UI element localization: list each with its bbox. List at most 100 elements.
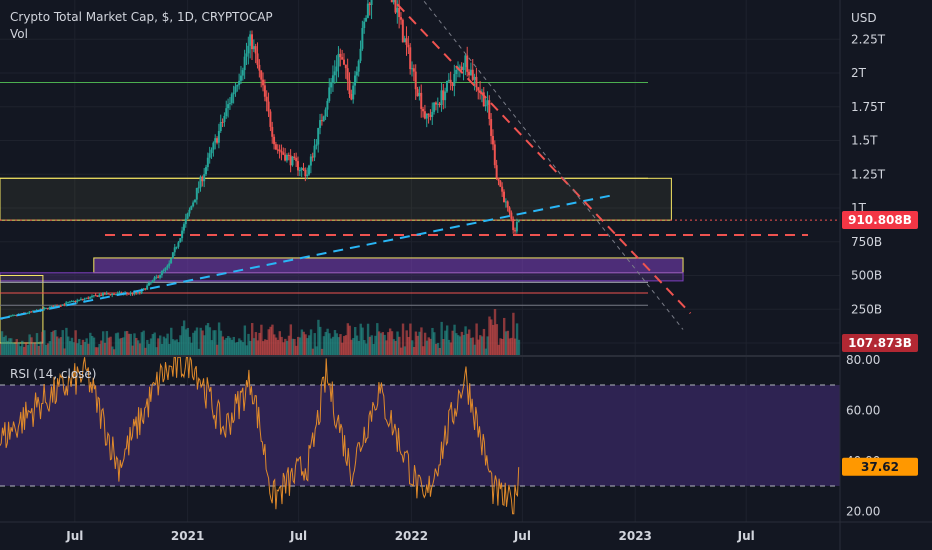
volume-bar-132 bbox=[241, 342, 245, 356]
volume-bar-53 bbox=[96, 347, 99, 356]
volume-bar-54 bbox=[98, 344, 101, 356]
candle-body-220 bbox=[403, 38, 406, 43]
volume-bar-78 bbox=[142, 330, 145, 356]
volume-bar-2 bbox=[2, 337, 6, 356]
volume-bar-167 bbox=[306, 338, 309, 356]
volume-bar-177 bbox=[324, 331, 327, 356]
volume-bar-197 bbox=[361, 327, 364, 356]
volume-bar-150 bbox=[274, 337, 278, 356]
volume-bar-36 bbox=[65, 327, 68, 356]
volume-bar-89 bbox=[162, 336, 166, 356]
candle-body-194 bbox=[355, 71, 358, 76]
volume-bar-114 bbox=[208, 327, 212, 356]
candle-body-83 bbox=[151, 280, 154, 283]
candle-body-77 bbox=[140, 290, 143, 294]
price-tick-6: 750B bbox=[851, 235, 882, 249]
candle-body-56 bbox=[102, 292, 105, 296]
candle-body-277 bbox=[508, 207, 511, 213]
candle-body-231 bbox=[423, 111, 426, 119]
volume-bar-244 bbox=[447, 339, 451, 356]
volume-bar-182 bbox=[333, 330, 337, 356]
candle-body-151 bbox=[276, 149, 279, 151]
volume-bar-194 bbox=[355, 335, 359, 356]
price-tick-8: 250B bbox=[851, 302, 882, 316]
volume-bar-62 bbox=[113, 349, 116, 356]
volume-bar-168 bbox=[308, 335, 311, 356]
candle-body-226 bbox=[414, 71, 417, 90]
volume-bar-19 bbox=[33, 342, 37, 356]
candle-body-137 bbox=[251, 34, 253, 50]
volume-bar-120 bbox=[219, 330, 223, 356]
volume-bar-141 bbox=[258, 332, 261, 356]
volume-bar-95 bbox=[173, 340, 177, 356]
volume-bar-49 bbox=[89, 332, 92, 356]
candle-body-114 bbox=[208, 153, 211, 158]
candle-body-282 bbox=[517, 221, 520, 223]
candle-body-182 bbox=[333, 71, 336, 76]
chart-title: Crypto Total Market Cap, $, 1D, CRYPTOCA… bbox=[10, 10, 273, 24]
volume-bar-87 bbox=[159, 335, 162, 356]
volume-bar-215 bbox=[394, 340, 397, 356]
rsi-badge-text: 37.62 bbox=[861, 460, 899, 474]
volume-bar-140 bbox=[256, 340, 259, 356]
candle-body-47 bbox=[85, 297, 88, 299]
volume-bar-252 bbox=[462, 335, 465, 356]
candle-body-93 bbox=[170, 258, 173, 264]
volume-bar-229 bbox=[420, 327, 423, 356]
volume-bar-124 bbox=[227, 336, 230, 356]
candle-body-149 bbox=[273, 136, 276, 145]
candle-body-256 bbox=[469, 69, 472, 76]
volume-bar-57 bbox=[103, 342, 107, 356]
volume-bar-30 bbox=[54, 329, 57, 356]
candle-body-263 bbox=[482, 92, 485, 107]
rsi-band bbox=[0, 385, 840, 486]
candle-body-230 bbox=[422, 108, 425, 112]
candle-body-158 bbox=[289, 155, 292, 166]
volume-bar-122 bbox=[223, 339, 226, 356]
date-tick-3: 2022 bbox=[395, 529, 428, 543]
volume-bar-88 bbox=[160, 343, 164, 356]
volume-bar-188 bbox=[344, 335, 348, 356]
candle-body-279 bbox=[512, 218, 515, 231]
volume-bar-149 bbox=[273, 334, 276, 356]
volume-bar-13 bbox=[22, 346, 26, 356]
candle-body-253 bbox=[464, 55, 467, 68]
volume-bar-232 bbox=[425, 340, 429, 356]
volume-bar-136 bbox=[249, 340, 252, 356]
candle-body-254 bbox=[466, 55, 469, 72]
volume-bar-144 bbox=[263, 339, 267, 356]
time-axis[interactable]: Jul 2021 Jul 2022 Jul 2023 Jul bbox=[65, 529, 755, 543]
candle-body-144 bbox=[263, 85, 266, 97]
candle-body-135 bbox=[247, 45, 250, 54]
candle-body-53 bbox=[96, 295, 99, 297]
volume-bar-37 bbox=[67, 336, 70, 356]
volume-bar-156 bbox=[285, 340, 289, 356]
volume-bar-193 bbox=[354, 327, 357, 356]
candle-body-214 bbox=[392, 0, 395, 3]
volume-bar-235 bbox=[431, 327, 434, 356]
candle-body-258 bbox=[473, 76, 476, 80]
volume-bar-125 bbox=[228, 337, 232, 356]
volume-bar-268 bbox=[491, 324, 495, 356]
volume-bar-195 bbox=[357, 340, 361, 356]
volume-bar-108 bbox=[197, 348, 201, 356]
volume-bar-184 bbox=[337, 337, 340, 356]
candle-body-146 bbox=[267, 101, 270, 112]
candle-body-227 bbox=[416, 89, 419, 97]
candle-body-95 bbox=[173, 247, 176, 253]
candle-body-233 bbox=[427, 113, 430, 116]
candle-body-273 bbox=[501, 186, 504, 192]
volume-bar-276 bbox=[506, 330, 510, 356]
volume-bar-199 bbox=[365, 343, 368, 356]
volume-bar-210 bbox=[385, 340, 388, 356]
candle-body-138 bbox=[252, 46, 255, 50]
candle-body-278 bbox=[510, 212, 513, 219]
volume-bar-73 bbox=[133, 333, 136, 356]
candle-body-26 bbox=[46, 307, 49, 309]
volume-bar-230 bbox=[422, 346, 425, 356]
candle-body-81 bbox=[147, 282, 150, 286]
volume-bar-74 bbox=[135, 337, 138, 356]
candle-body-140 bbox=[256, 53, 259, 65]
